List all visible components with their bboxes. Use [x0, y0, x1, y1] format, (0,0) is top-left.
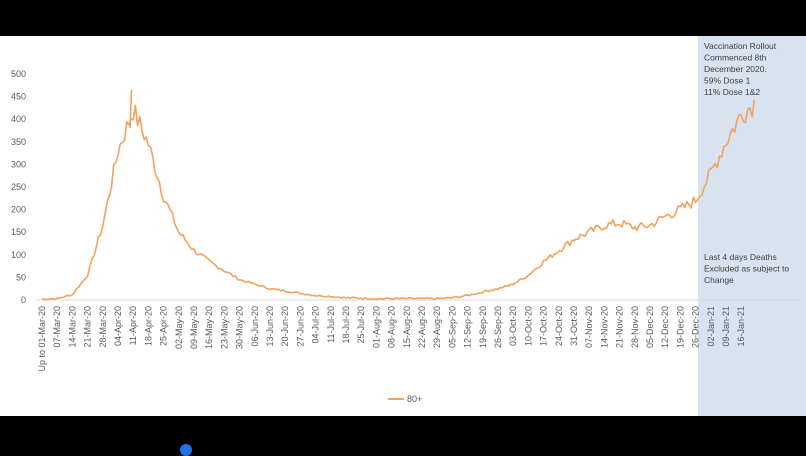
- x-tick-label: 24-Oct-20: [554, 306, 564, 346]
- series-peak-spike: [129, 89, 133, 129]
- x-tick-label: 20-Jun-20: [280, 306, 290, 347]
- y-tick-label: 350: [11, 137, 26, 147]
- x-tick-label: 04-Jul-20: [311, 306, 321, 344]
- x-tick-label: 21-Mar-20: [83, 306, 93, 348]
- x-tick-label: 13-Jun-20: [265, 306, 275, 347]
- x-tick-label: 05-Sep-20: [447, 306, 457, 348]
- chart-panel: 0 50 100 150 200 250 300 350 400 450 500 Up to 01-M…: [0, 36, 806, 416]
- x-tick-label: 18-Jul-20: [341, 306, 351, 344]
- y-tick-label: 300: [11, 159, 26, 169]
- x-tick-label: 11-Jul-20: [326, 306, 336, 343]
- x-tick-label: 15-Aug-20: [402, 306, 412, 348]
- x-tick-label: 14-Mar-20: [67, 306, 77, 348]
- blue-dot-icon: [180, 444, 192, 456]
- y-tick-label: 200: [11, 205, 26, 215]
- x-tick-label: 14-Nov-20: [599, 306, 609, 348]
- x-tick-label: 02-May-20: [174, 306, 184, 349]
- annotation-vaccination-line: Vaccination Rollout: [704, 41, 777, 51]
- x-tick-label: 06-Jun-20: [250, 306, 260, 347]
- x-tick-label: 26-Sep-20: [493, 306, 503, 348]
- x-tick-label: 22-Aug-20: [417, 306, 427, 348]
- x-tick-label: 16-May-20: [204, 306, 214, 349]
- y-tick-label: 100: [11, 250, 26, 260]
- x-tick-label: 28-Nov-20: [630, 306, 640, 348]
- x-tick-label: 19-Dec-20: [675, 306, 685, 348]
- x-tick-label: 30-May-20: [235, 306, 245, 349]
- legend-label-80-plus: 80+: [407, 394, 422, 404]
- x-tick-label: 28-Mar-20: [98, 306, 108, 348]
- annotation-vaccination-line: Commenced 8th: [704, 53, 767, 63]
- y-tick-label: 400: [11, 114, 26, 124]
- series-line-80-plus: [41, 100, 755, 301]
- annotation-vaccination-line: 59% Dose 1: [704, 76, 751, 86]
- x-tick-label: 29-Aug-20: [432, 306, 442, 348]
- x-tick-label: 17-Oct-20: [539, 306, 549, 346]
- x-tick-label: 04-Apr-20: [113, 306, 123, 346]
- x-tick-label: 10-Oct-20: [523, 306, 533, 346]
- y-tick-label: 450: [11, 92, 26, 102]
- x-tick-label: 21-Nov-20: [615, 306, 625, 348]
- x-tick-label: 16-Jan-21: [736, 306, 746, 347]
- shaded-region-vaccination: [698, 36, 806, 416]
- x-tick-label: 07-Mar-20: [52, 306, 62, 348]
- x-tick-label: 12-Sep-20: [463, 306, 473, 348]
- y-tick-label: 500: [11, 69, 26, 79]
- x-tick-label: 07-Nov-20: [584, 306, 594, 348]
- y-tick-label: 250: [11, 182, 26, 192]
- x-tick-label: 31-Oct-20: [569, 306, 579, 346]
- annotation-vaccination-line: 11% Dose 1&2: [704, 87, 760, 97]
- x-tick-label: 12-Dec-20: [660, 306, 670, 348]
- annotation-deaths-line: Excluded as subject to: [704, 264, 789, 274]
- x-tick-label: 25-Jul-20: [356, 306, 366, 344]
- x-tick-label: 05-Dec-20: [645, 306, 655, 348]
- y-tick-label: 0: [21, 295, 26, 305]
- x-tick-label: Up to 01-Mar-20: [37, 306, 47, 372]
- x-tick-label: 11-Apr-20: [128, 306, 138, 345]
- x-tick-label: 09-May-20: [189, 306, 199, 349]
- x-tick-label: 27-Jun-20: [295, 306, 305, 347]
- x-tick-label: 23-May-20: [219, 306, 229, 349]
- x-tick-label: 19-Sep-20: [478, 306, 488, 348]
- x-tick-label: 02-Jan-21: [706, 306, 716, 347]
- x-tick-label: 25-Apr-20: [159, 306, 169, 346]
- x-tick-label: 03-Oct-20: [508, 306, 518, 346]
- annotation-deaths-line: Change: [704, 275, 734, 285]
- x-tick-label: 08-Aug-20: [387, 306, 397, 348]
- x-tick-label: 09-Jan-21: [721, 306, 731, 347]
- y-tick-label: 50: [16, 272, 26, 282]
- x-tick-label: 18-Apr-20: [143, 306, 153, 346]
- x-tick-label: 26-Dec-20: [691, 306, 701, 348]
- x-tick-label: 01-Aug-20: [371, 306, 381, 348]
- annotation-vaccination-line: December 2020.: [704, 64, 767, 74]
- annotation-deaths-line: Last 4 days Deaths: [704, 252, 777, 262]
- line-chart: 0 50 100 150 200 250 300 350 400 450 500 Up to 01-M…: [11, 36, 806, 416]
- y-tick-label: 150: [11, 227, 26, 237]
